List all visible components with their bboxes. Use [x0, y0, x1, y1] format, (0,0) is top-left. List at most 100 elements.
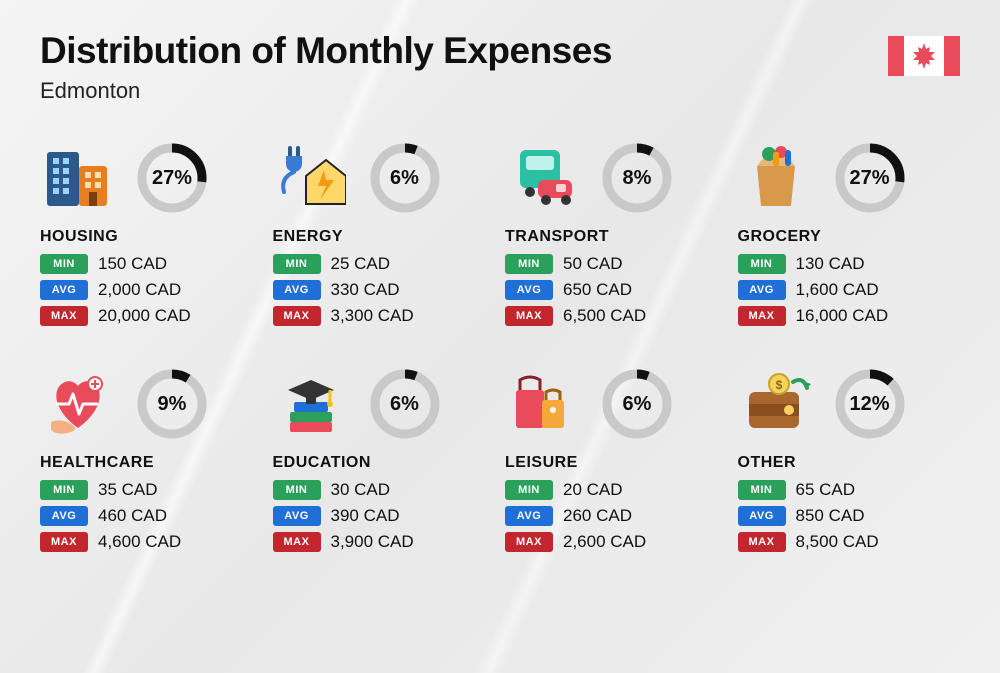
- stat-avg: AVG 260 CAD: [505, 506, 728, 526]
- avg-value: 1,600 CAD: [796, 280, 879, 300]
- max-tag: MAX: [738, 532, 786, 552]
- stat-min: MIN 130 CAD: [738, 254, 961, 274]
- category-name: EDUCATION: [273, 454, 496, 472]
- min-value: 25 CAD: [331, 254, 391, 274]
- avg-value: 460 CAD: [98, 506, 167, 526]
- avg-tag: AVG: [40, 506, 88, 526]
- energy-icon: [273, 140, 349, 216]
- category-name: GROCERY: [738, 228, 961, 246]
- min-value: 150 CAD: [98, 254, 167, 274]
- page-title: Distribution of Monthly Expenses: [40, 30, 612, 72]
- percent-label: 12%: [832, 366, 908, 442]
- stat-min: MIN 30 CAD: [273, 480, 496, 500]
- canada-flag-icon: [888, 34, 960, 78]
- min-value: 65 CAD: [796, 480, 856, 500]
- avg-tag: AVG: [273, 506, 321, 526]
- category-name: HEALTHCARE: [40, 454, 263, 472]
- max-tag: MAX: [738, 306, 786, 326]
- stat-max: MAX 20,000 CAD: [40, 306, 263, 326]
- donut-chart: 6%: [367, 366, 443, 442]
- header: Distribution of Monthly Expenses Edmonto…: [40, 30, 960, 104]
- avg-value: 390 CAD: [331, 506, 400, 526]
- svg-text:$: $: [775, 378, 782, 392]
- max-value: 8,500 CAD: [796, 532, 879, 552]
- avg-tag: AVG: [273, 280, 321, 300]
- avg-value: 2,000 CAD: [98, 280, 181, 300]
- max-tag: MAX: [40, 532, 88, 552]
- percent-label: 27%: [134, 140, 210, 216]
- avg-value: 330 CAD: [331, 280, 400, 300]
- min-tag: MIN: [273, 254, 321, 274]
- max-value: 16,000 CAD: [796, 306, 889, 326]
- education-icon: [273, 366, 349, 442]
- category-card-leisure: 6% LEISURE MIN 20 CAD AVG 260 CAD MAX 2,…: [505, 366, 728, 552]
- max-tag: MAX: [505, 306, 553, 326]
- min-value: 50 CAD: [563, 254, 623, 274]
- grocery-icon: [738, 140, 814, 216]
- category-name: OTHER: [738, 454, 961, 472]
- stat-max: MAX 6,500 CAD: [505, 306, 728, 326]
- avg-value: 850 CAD: [796, 506, 865, 526]
- category-card-healthcare: 9% HEALTHCARE MIN 35 CAD AVG 460 CAD MAX…: [40, 366, 263, 552]
- percent-label: 6%: [367, 366, 443, 442]
- categories-grid: 27% HOUSING MIN 150 CAD AVG 2,000 CAD MA…: [40, 140, 960, 552]
- donut-chart: 9%: [134, 366, 210, 442]
- min-tag: MIN: [273, 480, 321, 500]
- leisure-icon: [505, 366, 581, 442]
- stat-avg: AVG 330 CAD: [273, 280, 496, 300]
- percent-label: 8%: [599, 140, 675, 216]
- max-tag: MAX: [273, 532, 321, 552]
- healthcare-icon: [40, 366, 116, 442]
- avg-tag: AVG: [505, 506, 553, 526]
- buildings-icon: [40, 140, 116, 216]
- stat-min: MIN 35 CAD: [40, 480, 263, 500]
- category-name: TRANSPORT: [505, 228, 728, 246]
- max-tag: MAX: [40, 306, 88, 326]
- stat-min: MIN 25 CAD: [273, 254, 496, 274]
- max-value: 20,000 CAD: [98, 306, 191, 326]
- category-name: LEISURE: [505, 454, 728, 472]
- min-value: 130 CAD: [796, 254, 865, 274]
- stats-block: MIN 130 CAD AVG 1,600 CAD MAX 16,000 CAD: [738, 254, 961, 326]
- donut-chart: 8%: [599, 140, 675, 216]
- avg-tag: AVG: [505, 280, 553, 300]
- stats-block: MIN 150 CAD AVG 2,000 CAD MAX 20,000 CAD: [40, 254, 263, 326]
- min-value: 35 CAD: [98, 480, 158, 500]
- avg-value: 260 CAD: [563, 506, 632, 526]
- stat-avg: AVG 850 CAD: [738, 506, 961, 526]
- category-card-other: $ 12% OTHER MIN 65 CAD AVG 850 CAD M: [738, 366, 961, 552]
- donut-chart: 6%: [367, 140, 443, 216]
- avg-value: 650 CAD: [563, 280, 632, 300]
- donut-chart: 27%: [832, 140, 908, 216]
- title-block: Distribution of Monthly Expenses Edmonto…: [40, 30, 612, 104]
- max-value: 2,600 CAD: [563, 532, 646, 552]
- category-name: ENERGY: [273, 228, 496, 246]
- stat-avg: AVG 2,000 CAD: [40, 280, 263, 300]
- stats-block: MIN 65 CAD AVG 850 CAD MAX 8,500 CAD: [738, 480, 961, 552]
- min-tag: MIN: [40, 480, 88, 500]
- wallet-icon: $: [738, 366, 814, 442]
- max-value: 4,600 CAD: [98, 532, 181, 552]
- avg-tag: AVG: [40, 280, 88, 300]
- min-tag: MIN: [505, 254, 553, 274]
- min-tag: MIN: [40, 254, 88, 274]
- stats-block: MIN 35 CAD AVG 460 CAD MAX 4,600 CAD: [40, 480, 263, 552]
- min-tag: MIN: [738, 254, 786, 274]
- donut-chart: 27%: [134, 140, 210, 216]
- max-tag: MAX: [273, 306, 321, 326]
- min-tag: MIN: [738, 480, 786, 500]
- stat-max: MAX 4,600 CAD: [40, 532, 263, 552]
- stat-max: MAX 3,300 CAD: [273, 306, 496, 326]
- min-value: 20 CAD: [563, 480, 623, 500]
- max-value: 3,300 CAD: [331, 306, 414, 326]
- stat-max: MAX 8,500 CAD: [738, 532, 961, 552]
- stat-min: MIN 20 CAD: [505, 480, 728, 500]
- category-card-education: 6% EDUCATION MIN 30 CAD AVG 390 CAD MAX …: [273, 366, 496, 552]
- stat-avg: AVG 390 CAD: [273, 506, 496, 526]
- stat-min: MIN 65 CAD: [738, 480, 961, 500]
- stat-min: MIN 50 CAD: [505, 254, 728, 274]
- stats-block: MIN 20 CAD AVG 260 CAD MAX 2,600 CAD: [505, 480, 728, 552]
- percent-label: 27%: [832, 140, 908, 216]
- stat-min: MIN 150 CAD: [40, 254, 263, 274]
- transport-icon: [505, 140, 581, 216]
